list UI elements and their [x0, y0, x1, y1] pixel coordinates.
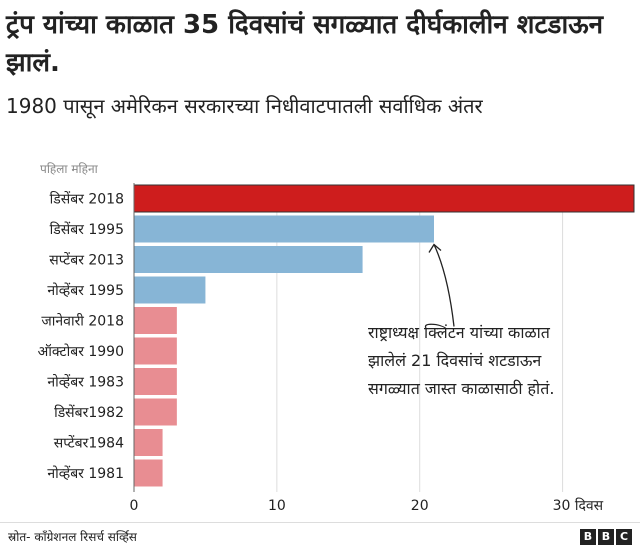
bar — [133, 184, 635, 213]
x-tick-label: 10 — [268, 498, 286, 514]
category-label: डिसेंबर 1995 — [50, 221, 124, 238]
annotation-text: झालेलं 21 दिवसांचं शटडाऊन — [368, 351, 542, 370]
category-label: सप्टेंबर1984 — [54, 435, 124, 452]
category-label: डिसेंबर1982 — [54, 404, 124, 421]
bbc-logo-letter: B — [580, 529, 596, 545]
category-label: नोव्हेंबर 1981 — [47, 465, 124, 482]
x-tick-label: 30 दिवस — [553, 497, 604, 514]
category-label: सप्टेंबर 2013 — [49, 252, 124, 269]
category-label: जानेवारी 2018 — [41, 313, 124, 330]
source-note: स्रोत- काँग्रेशनल रिसर्च सर्व्हिस — [8, 530, 137, 544]
annotation-text: सगळ्यात जास्त काळासाठी होतं. — [368, 379, 554, 398]
category-label: नोव्हेंबर 1983 — [47, 374, 124, 391]
annotation-arrow — [433, 244, 455, 327]
bbc-logo-letter: C — [616, 529, 632, 545]
x-tick-label: 20 — [411, 498, 429, 514]
category-label: डिसेंबर 2018 — [50, 191, 124, 208]
bar — [134, 337, 177, 365]
footer-divider — [0, 522, 640, 523]
bbc-logo: B B C — [580, 529, 632, 545]
x-tick-label: 0 — [130, 498, 139, 514]
chart-title: ट्रंप यांच्या काळात 35 दिवसांचं सगळ्यात … — [6, 10, 604, 78]
chart-subtitle: 1980 पासून अमेरिकन सरकारच्या निधीवाटपातल… — [6, 94, 483, 118]
bbc-logo-letter: B — [598, 529, 614, 545]
bar — [134, 368, 177, 395]
bar — [134, 307, 177, 334]
bar — [134, 459, 163, 487]
bar — [134, 246, 363, 273]
annotation-text: राष्ट्राध्यक्ष क्लिंटन यांच्या काळात — [368, 323, 551, 342]
category-header: पहिला महिना — [40, 162, 99, 176]
bar — [134, 398, 177, 426]
category-label: ऑक्टोबर 1990 — [38, 343, 124, 360]
annotation-arrowhead — [428, 243, 442, 253]
bar — [134, 215, 434, 243]
bar — [134, 429, 163, 456]
category-label: नोव्हेंबर 1995 — [47, 282, 124, 299]
bar — [134, 276, 206, 304]
